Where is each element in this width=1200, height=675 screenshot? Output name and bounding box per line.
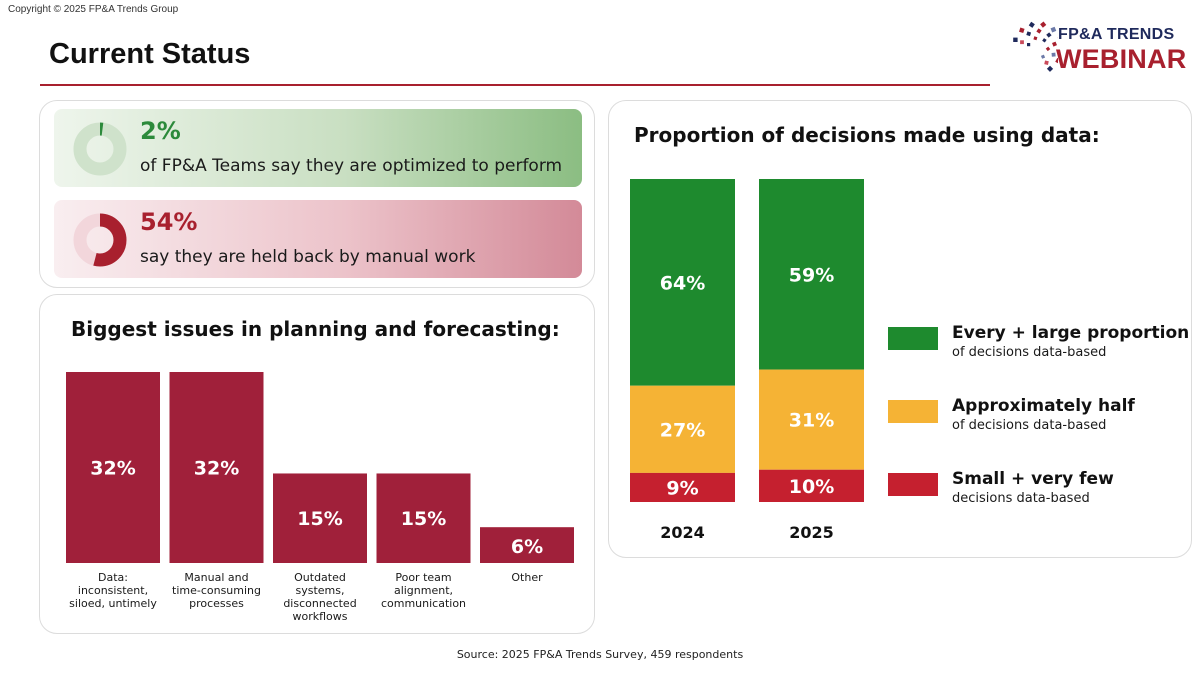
donut-segment xyxy=(73,122,127,176)
issues-category-label: Poor team alignment, communication xyxy=(372,571,476,610)
page-title: Current Status xyxy=(49,38,251,70)
logo-square xyxy=(1033,36,1038,41)
legend-sublabel: of decisions data-based xyxy=(952,345,1107,360)
legend-sublabel: decisions data-based xyxy=(952,491,1090,506)
logo-square xyxy=(1046,32,1052,38)
issues-bar-label: 15% xyxy=(401,508,446,530)
decisions-category-label: 2025 xyxy=(789,523,834,542)
decisions-bar-segment xyxy=(759,469,864,502)
issues-bar xyxy=(66,372,160,563)
issues-chart-card: Biggest issues in planning and forecasti… xyxy=(39,294,595,634)
donut-chart-optimized xyxy=(73,122,127,176)
logo-square xyxy=(1040,54,1046,59)
decisions-segment-label: 31% xyxy=(789,410,834,432)
decisions-chart-title: Proportion of decisions made using data: xyxy=(634,123,1100,147)
issues-bar-chart: 32% 32% 15% 15% 6% xyxy=(66,372,574,563)
issues-category-line: Poor team xyxy=(395,571,452,584)
issues-category-line: inconsistent, xyxy=(77,584,149,597)
issues-bar xyxy=(376,473,471,563)
legend-sublabel: of decisions data-based xyxy=(952,418,1107,433)
logo-square xyxy=(1042,38,1047,43)
logo-square xyxy=(1019,27,1025,34)
legend-swatch xyxy=(888,473,938,496)
logo-square xyxy=(1046,65,1054,72)
issues-bar-label: 32% xyxy=(90,458,135,480)
logo-square xyxy=(1013,37,1018,42)
logo-square xyxy=(1027,43,1031,47)
issues-bar-label: 6% xyxy=(511,536,543,558)
issues-category-line: Other xyxy=(511,571,543,584)
stat-optimized: 2% of FP&A Teams say they are optimized … xyxy=(54,109,582,187)
issues-category-line: disconnected xyxy=(283,597,357,610)
issues-bar xyxy=(273,473,367,563)
stat-manual-work: 54% say they are held back by manual wor… xyxy=(54,200,582,278)
issues-category-line: processes xyxy=(189,597,244,610)
logo-globe-icon xyxy=(1013,21,1058,72)
logo-square xyxy=(1051,52,1056,57)
legend-label: Approximately half xyxy=(952,396,1135,416)
issues-bar xyxy=(480,527,574,563)
decisions-bar-segment xyxy=(630,385,735,473)
decisions-chart-card: Proportion of decisions made using data:… xyxy=(608,100,1192,558)
logo-square xyxy=(1036,28,1042,34)
decisions-bar-segment xyxy=(630,179,735,386)
issues-category-line: Data: xyxy=(98,571,128,584)
logo-square xyxy=(1040,21,1047,28)
issues-category-line: workflows xyxy=(292,610,348,623)
logo-line1: FP&A TRENDS xyxy=(1058,26,1175,43)
issues-bar-label: 32% xyxy=(194,458,239,480)
issues-category-label: Manual and time-consuming processes xyxy=(165,571,269,610)
logo-square xyxy=(1020,40,1024,45)
legend-swatch xyxy=(888,327,938,350)
issues-category-line: alignment, xyxy=(393,584,454,597)
issues-bar xyxy=(169,372,264,563)
decisions-segment-label: 59% xyxy=(789,264,834,286)
decisions-segment-label: 10% xyxy=(789,476,834,498)
issues-category-line: Manual and xyxy=(184,571,249,584)
decisions-bar-segment xyxy=(759,179,864,370)
logo-square xyxy=(1050,26,1057,33)
decisions-stacked-bar-chart: 64% 27% 9% 2024 59% 31% 10% 2025 xyxy=(630,179,864,542)
logo-square xyxy=(1026,31,1032,37)
logo-square xyxy=(1055,57,1058,64)
decisions-segment-label: 9% xyxy=(666,477,698,499)
legend-label: Every + large proportion xyxy=(952,323,1190,343)
decisions-bar-segment xyxy=(630,472,735,502)
logo-line2: WEBINAR xyxy=(1056,44,1187,74)
issues-chart-title: Biggest issues in planning and forecasti… xyxy=(71,317,560,341)
logo-square xyxy=(1045,46,1051,52)
decisions-segment-label: 27% xyxy=(660,419,705,441)
issues-category-label: Outdated systems, disconnected workflows xyxy=(268,571,372,623)
issues-bar-label: 15% xyxy=(297,508,342,530)
issues-category-label: Data: inconsistent, siloed, untimely xyxy=(61,571,165,610)
issues-category-line: Outdated xyxy=(294,571,346,584)
issues-category-line: systems, xyxy=(295,584,345,597)
donut-segment xyxy=(73,213,127,267)
title-divider xyxy=(40,84,990,86)
issues-category-label: Other xyxy=(475,571,579,584)
decisions-bar-segment xyxy=(759,369,864,470)
issues-category-line: time-consuming xyxy=(172,584,261,597)
source-note: Source: 2025 FP&A Trends Survey, 459 res… xyxy=(456,648,744,661)
donut-chart-manual-work xyxy=(73,213,127,267)
stat-value: 2% xyxy=(140,117,181,145)
stat-value: 54% xyxy=(140,208,198,236)
decisions-category-label: 2024 xyxy=(660,523,705,542)
logo-square xyxy=(1044,60,1049,65)
stat-text: of FP&A Teams say they are optimized to … xyxy=(140,156,563,176)
decisions-segment-label: 64% xyxy=(660,272,705,294)
issues-category-line: siloed, untimely xyxy=(69,597,157,610)
logo-square xyxy=(1028,21,1035,28)
issues-category-line: communication xyxy=(380,597,467,610)
stat-text: say they are held back by manual work xyxy=(140,247,476,267)
logo-square xyxy=(1052,41,1057,47)
legend-label: Small + very few xyxy=(952,469,1114,489)
copyright-text: Copyright © 2025 FP&A Trends Group xyxy=(8,4,179,15)
legend-swatch xyxy=(888,400,938,423)
fpa-trends-logo: FP&A TRENDS WEBINAR xyxy=(1012,16,1188,80)
stats-card: 2% of FP&A Teams say they are optimized … xyxy=(39,100,595,288)
